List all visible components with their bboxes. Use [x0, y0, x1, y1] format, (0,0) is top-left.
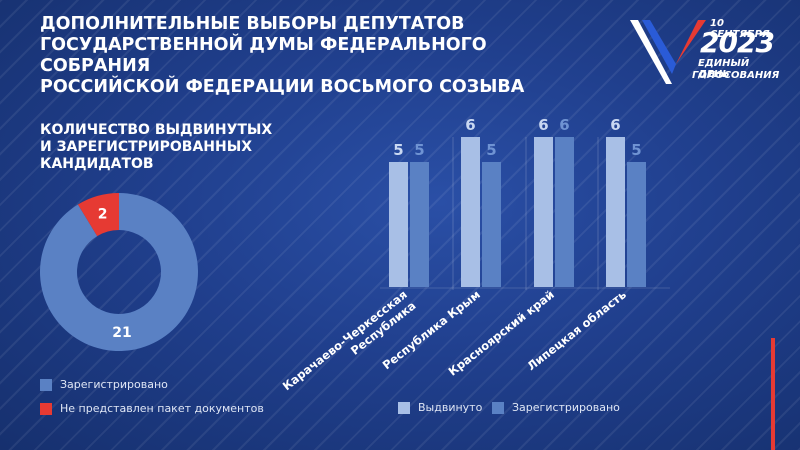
logo-line-2: ГОЛОСОВАНИЯ — [692, 70, 780, 81]
page-title-line-3: РОССИЙСКОЙ ФЕДЕРАЦИИ ВОСЬМОГО СОЗЫВА — [40, 77, 525, 97]
page-title-line-1: ДОПОЛНИТЕЛЬНЫЕ ВЫБОРЫ ДЕПУТАТОВ — [40, 14, 465, 34]
donut-chart: 21 2 — [40, 193, 199, 351]
legend-label: Выдвинуто — [418, 401, 483, 414]
bar-registered — [555, 137, 574, 287]
bar-value-label: 5 — [414, 141, 424, 159]
donut-slice-0 — [40, 193, 199, 351]
bar-legend-item-nominated: Выдвинуто — [398, 401, 482, 414]
donut-slice-1 — [77, 193, 119, 237]
logo-date: 10 СЕНТЯБРЯ — [710, 18, 770, 40]
donut-value-label: 2 — [98, 207, 108, 223]
decorative-red-stripe — [771, 338, 775, 450]
bar-nominated — [606, 137, 625, 287]
donut-legend-item-not-submitted: Не представлен пакет документов — [40, 402, 264, 415]
logo-line-1: ЕДИНЫЙ ДЕНЬ — [698, 58, 750, 80]
legend-swatch — [40, 402, 52, 415]
legend-swatch — [40, 378, 52, 391]
bar-value-label: 5 — [631, 141, 641, 159]
bar-nominated — [461, 137, 480, 287]
bar-nominated — [389, 162, 408, 287]
bar-registered — [410, 162, 429, 287]
section-title: КОЛИЧЕСТВО ВЫДВИНУТЫХ И ЗАРЕГИСТРИРОВАНН… — [40, 122, 330, 173]
legend-label: Зарегистрировано — [60, 378, 168, 391]
bar-registered — [482, 162, 501, 287]
v-check-icon — [630, 20, 706, 84]
donut-legend-item-registered: Зарегистрировано — [40, 378, 168, 391]
bar-value-label: 6 — [465, 116, 475, 134]
bar-legend-item-registered: Зарегистрировано — [492, 401, 620, 414]
page-title-line-2: ГОСУДАРСТВЕННОЙ ДУМЫ ФЕДЕРАЛЬНОГО СОБРАН… — [40, 35, 487, 76]
election-logo: 10 СЕНТЯБРЯ 2023 ЕДИНЫЙ ДЕНЬ ГОЛОСОВАНИЯ — [628, 14, 780, 88]
bar-nominated — [534, 137, 553, 287]
category-label: Карачаево-ЧеркесскаяРеспублика — [280, 287, 419, 404]
bar-registered — [627, 162, 646, 287]
donut-value-label: 21 — [112, 325, 131, 341]
section-title-line-3: КАНДИДАТОВ — [40, 156, 154, 172]
page-title: ДОПОЛНИТЕЛЬНЫЕ ВЫБОРЫ ДЕПУТАТОВ ГОСУДАРС… — [40, 14, 600, 98]
legend-label: Не представлен пакет документов — [60, 402, 264, 415]
bar-value-label: 5 — [393, 141, 403, 159]
legend-swatch — [398, 401, 410, 414]
legend-label: Зарегистрировано — [512, 401, 620, 414]
logo-year: 2023 — [700, 26, 775, 59]
bar-value-label: 6 — [538, 116, 548, 134]
legend-swatch — [492, 401, 504, 414]
bar-value-label: 5 — [486, 141, 496, 159]
bar-value-label: 6 — [559, 116, 569, 134]
bar-value-label: 6 — [610, 116, 620, 134]
section-title-line-1: КОЛИЧЕСТВО ВЫДВИНУТЫХ — [40, 122, 273, 138]
section-title-line-2: И ЗАРЕГИСТРИРОВАННЫХ — [40, 139, 253, 155]
